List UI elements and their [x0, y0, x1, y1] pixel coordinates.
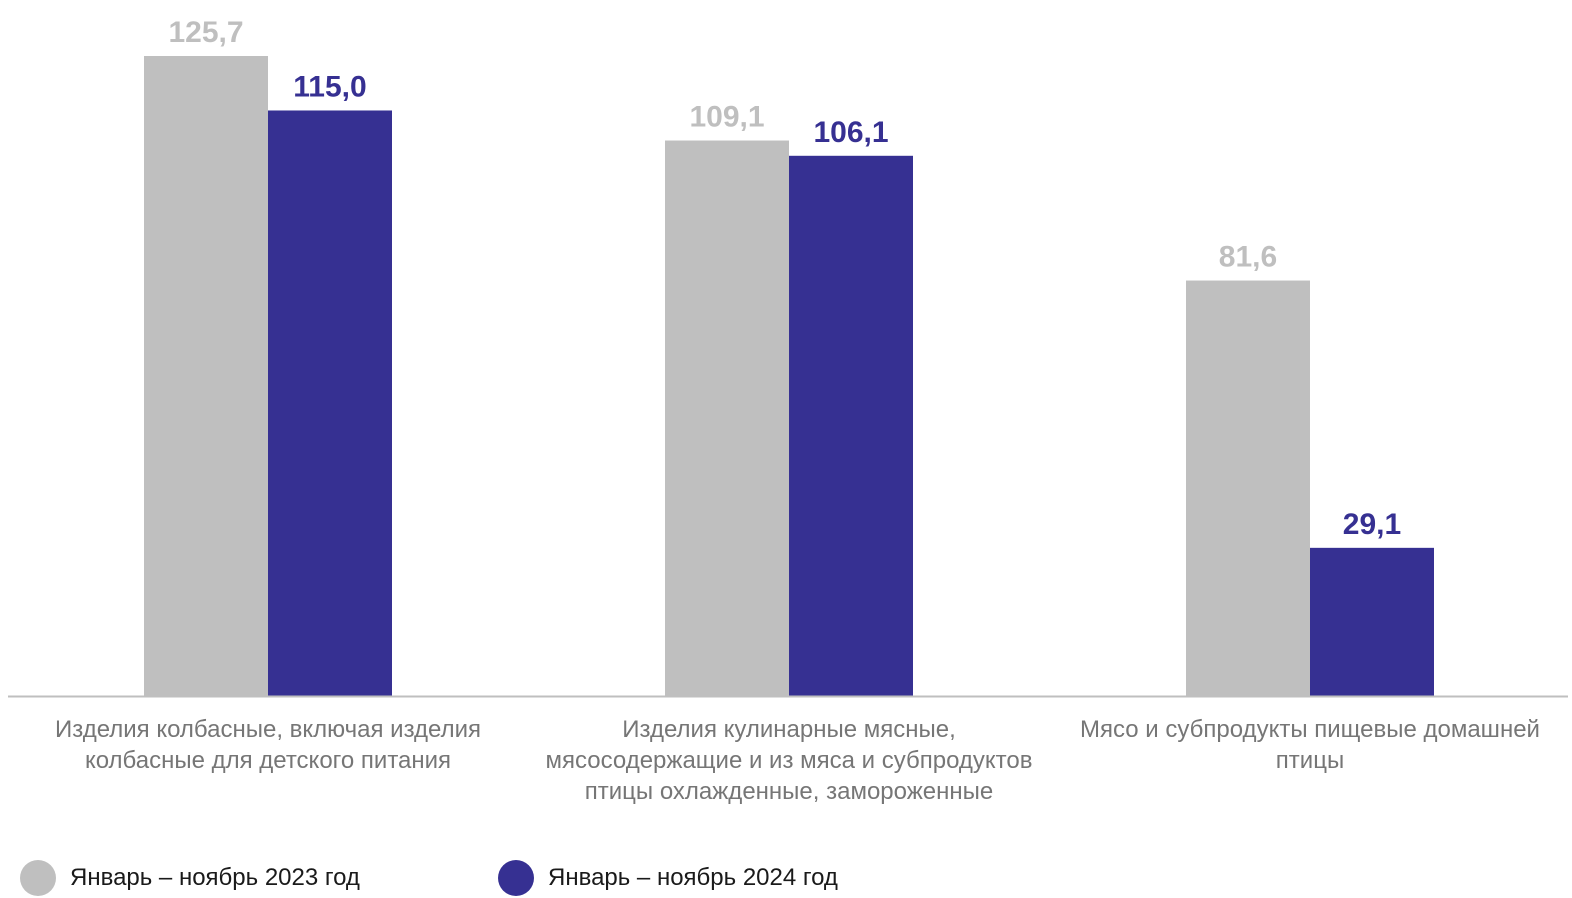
bar-sausage-2023	[144, 56, 268, 696]
bar-culinary-2023	[665, 140, 789, 697]
legend-marker-2023	[20, 860, 56, 896]
legend-item-2023: Январь – ноябрь 2023 год	[20, 858, 360, 898]
legend-item-2024: Январь – ноябрь 2024 год	[498, 858, 838, 898]
bar-sausage-2024	[268, 110, 392, 696]
category-label-culinary: Изделия кулинарные мясные, мясосодержащи…	[545, 716, 1033, 805]
value-label-sausage-2023: 125,7	[168, 16, 243, 49]
value-labels-layer: 125,7 115,0 109,1 106,1 81,6 29,1	[168, 16, 1401, 541]
bars-layer	[144, 56, 1434, 697]
value-label-sausage-2024: 115,0	[293, 70, 366, 103]
value-label-poultry-2023: 81,6	[1219, 241, 1277, 274]
category-label-poultry: Мясо и субпродукты пищевые домашней птиц…	[1080, 716, 1540, 774]
legend-marker-2024	[498, 860, 534, 896]
value-label-culinary-2024: 106,1	[813, 116, 888, 149]
value-label-poultry-2024: 29,1	[1343, 508, 1401, 541]
legend-label-2024: Январь – ноябрь 2024 год	[548, 864, 838, 891]
bar-culinary-2024	[789, 155, 913, 696]
category-label-sausage: Изделия колбасные, включая изделия колба…	[54, 716, 482, 774]
value-label-culinary-2023: 109,1	[689, 101, 764, 134]
bar-poultry-2024	[1310, 547, 1434, 696]
bar-poultry-2023	[1186, 280, 1310, 696]
legend-label-2023: Январь – ноябрь 2023 год	[70, 864, 360, 891]
